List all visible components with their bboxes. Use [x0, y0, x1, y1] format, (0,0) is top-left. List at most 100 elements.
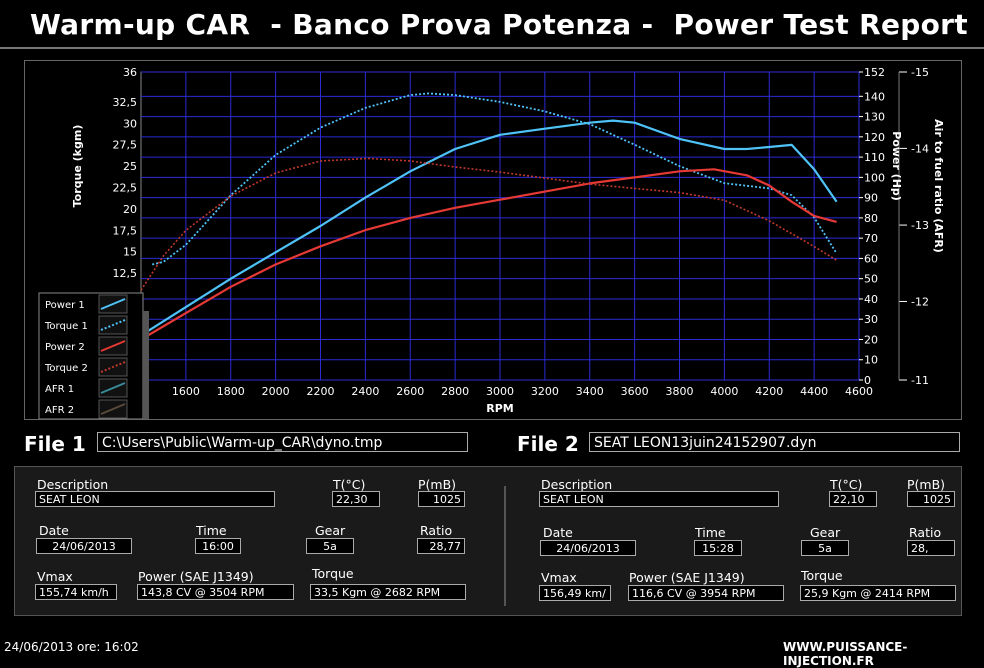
torque-tick-label: 17,5 — [113, 224, 138, 237]
run1-vmax-label: Vmax — [37, 569, 73, 584]
x-tick-label: 4000 — [710, 385, 738, 398]
file2-label: File 2 — [517, 432, 579, 456]
x-tick-label: 1600 — [172, 385, 200, 398]
series-line-power-1 — [140, 119, 838, 337]
x-tick-label: 3200 — [531, 385, 559, 398]
series-line-power-2 — [140, 168, 837, 341]
afr-axis-title: Air to fuel ratio (AFR) — [932, 119, 945, 253]
series-line-torque-1 — [151, 92, 838, 266]
run1-pressure-label: P(mB) — [418, 477, 457, 492]
power-tick-label: 30 — [864, 313, 878, 326]
run1-temp-label: T(°C) — [333, 477, 366, 492]
power-tick-label: 10 — [864, 354, 878, 367]
run2-power-label: Power (SAE J1349) — [629, 570, 745, 585]
power-tick-label: 100 — [864, 171, 885, 184]
afr-tick-label: -13 — [911, 219, 929, 232]
afr-tick-label: -14 — [911, 142, 929, 155]
run2-gear-label: Gear — [810, 525, 841, 540]
legend-swatch — [100, 298, 126, 310]
legend-label: Power 2 — [45, 342, 85, 353]
run2-vmax-label: Vmax — [541, 570, 577, 585]
run2-temp-label: T(°C) — [830, 477, 863, 492]
legend-swatch — [100, 340, 126, 352]
run1-temp-field[interactable]: 22,30 — [332, 491, 380, 507]
chart-frame: 1600 1800 2000 2200 2400 2600 2800 3000 3200 3400… — [24, 60, 962, 420]
run2-ratio-field[interactable]: 28, — [907, 540, 955, 556]
power-tick-label: 90 — [864, 192, 878, 205]
power-tick-label: 70 — [864, 232, 878, 245]
run2-ratio-label: Ratio — [909, 525, 942, 540]
run1-torque-field[interactable]: 33,5 Kgm @ 2682 RPM — [310, 584, 466, 600]
footer-timestamp: 24/06/2013 ore: 16:02 — [4, 640, 139, 654]
run1-torque-label: Torque — [312, 566, 354, 581]
x-tick-label: 2800 — [441, 385, 469, 398]
run2-torque-field[interactable]: 25,9 Kgm @ 2414 RPM — [800, 585, 956, 601]
file2-path-field[interactable]: SEAT LEON13juin24152907.dyn — [589, 432, 960, 452]
torque-tick-label: 30 — [123, 117, 137, 130]
x-axis-title: RPM — [486, 402, 513, 415]
run1-ratio-field[interactable]: 28,77 — [417, 538, 465, 554]
power-axis-title: Power (Hp) — [890, 131, 903, 201]
legend-scrollbar — [143, 311, 149, 419]
power-tick-label: 40 — [864, 293, 878, 306]
run2-description-label: Description — [541, 477, 613, 492]
run2-description-field[interactable]: SEAT LEON — [539, 491, 779, 507]
run2-pressure-label: P(mB) — [907, 477, 946, 492]
x-tick-label: 3400 — [576, 385, 604, 398]
afr-tick-label: -15 — [911, 66, 929, 79]
power-tick-label: 140 — [864, 90, 885, 103]
file1-label: File 1 — [24, 432, 86, 456]
run2-gear-field[interactable]: 5a — [801, 540, 849, 556]
run1-power-label: Power (SAE J1349) — [138, 569, 254, 584]
run1-time-label: Time — [196, 523, 227, 538]
file1-path-field[interactable]: C:\Users\Public\Warm-up_CAR\dyno.tmp — [97, 432, 468, 452]
run1-date-field[interactable]: 24/06/2013 — [36, 538, 132, 554]
power-tick-label: 152 — [864, 66, 885, 79]
legend-label: Power 1 — [45, 300, 85, 311]
torque-tick-label: 32,5 — [113, 96, 138, 109]
afr-tick-label: -11 — [911, 374, 929, 387]
run1-time-field[interactable]: 16:00 — [195, 538, 241, 554]
run2-temp-field[interactable]: 22,10 — [829, 491, 877, 507]
power-tick-label: 50 — [864, 273, 878, 286]
run2-vmax-field[interactable]: 156,49 km/ — [539, 585, 611, 601]
torque-tick-label: 36 — [123, 66, 137, 79]
run1-description-field[interactable]: SEAT LEON — [35, 491, 275, 507]
dyno-chart: 1600 1800 2000 2200 2400 2600 2800 3000 3200 3400… — [38, 66, 945, 419]
legend-swatch — [100, 361, 126, 373]
x-tick-label: 4200 — [755, 385, 783, 398]
panel-separator — [504, 486, 506, 606]
torque-tick-label: 20 — [123, 203, 137, 216]
run2-time-label: Time — [695, 525, 726, 540]
torque-axis-title: Torque (kgm) — [71, 125, 84, 208]
power-tick-label: 20 — [864, 333, 878, 346]
power-tick-label: 110 — [864, 151, 885, 164]
x-tick-label: 2400 — [351, 385, 379, 398]
legend-label: AFR 1 — [45, 384, 74, 395]
x-tick-label: 4400 — [800, 385, 828, 398]
torque-tick-label: 27,5 — [113, 139, 138, 152]
x-tick-label: 3600 — [621, 385, 649, 398]
run1-ratio-label: Ratio — [420, 523, 453, 538]
run1-date-label: Date — [39, 523, 69, 538]
run2-torque-label: Torque — [801, 568, 843, 583]
legend-swatch — [100, 319, 126, 331]
run2-date-field[interactable]: 24/06/2013 — [540, 540, 636, 556]
run1-gear-label: Gear — [315, 523, 346, 538]
run1-vmax-field[interactable]: 155,74 km/h — [35, 584, 117, 600]
title-divider — [0, 47, 984, 49]
power-tick-label: 80 — [864, 212, 878, 225]
x-tick-label: 4600 — [845, 385, 873, 398]
run1-power-field[interactable]: 143,8 CV @ 3504 RPM — [137, 584, 294, 600]
x-tick-label: 3000 — [486, 385, 514, 398]
run2-time-field[interactable]: 15:28 — [694, 540, 742, 556]
legend-swatch — [100, 403, 126, 415]
run2-power-field[interactable]: 116,6 CV @ 3954 RPM — [628, 585, 784, 601]
run2-pressure-field[interactable]: 1025 — [907, 491, 955, 507]
x-tick-label: 3800 — [666, 385, 694, 398]
run1-description-label: Description — [37, 477, 109, 492]
run1-pressure-field[interactable]: 1025 — [418, 491, 465, 507]
torque-tick-label: 12,5 — [113, 267, 138, 280]
run1-gear-field[interactable]: 5a — [306, 538, 354, 554]
afr-tick-label: -12 — [911, 295, 929, 308]
